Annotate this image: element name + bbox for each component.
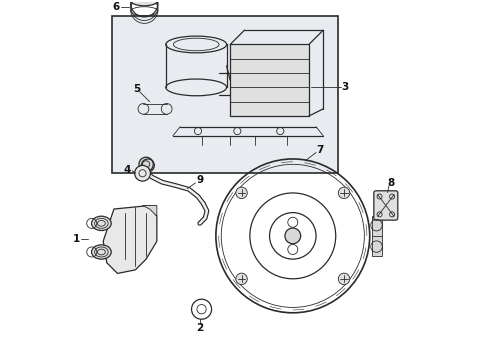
Ellipse shape [130,0,158,6]
Ellipse shape [91,216,111,230]
Ellipse shape [91,245,111,259]
Text: 2: 2 [196,323,203,333]
Text: 5: 5 [133,84,141,94]
Text: 7: 7 [315,145,323,155]
Circle shape [139,157,153,171]
Polygon shape [103,206,157,274]
Text: 9: 9 [196,175,203,185]
Bar [230,45,308,116]
Text: 1: 1 [73,234,80,244]
Circle shape [338,273,349,285]
Polygon shape [142,206,157,216]
Circle shape [285,228,300,244]
Text: 8: 8 [387,178,394,188]
Bar [371,216,381,256]
Text: 6: 6 [112,2,119,12]
Text: 3: 3 [340,82,347,93]
Circle shape [338,187,349,199]
FancyBboxPatch shape [373,191,397,220]
Text: 4: 4 [123,165,131,175]
Circle shape [235,187,247,199]
Circle shape [134,165,150,181]
Bar [112,16,337,173]
Circle shape [235,273,247,285]
